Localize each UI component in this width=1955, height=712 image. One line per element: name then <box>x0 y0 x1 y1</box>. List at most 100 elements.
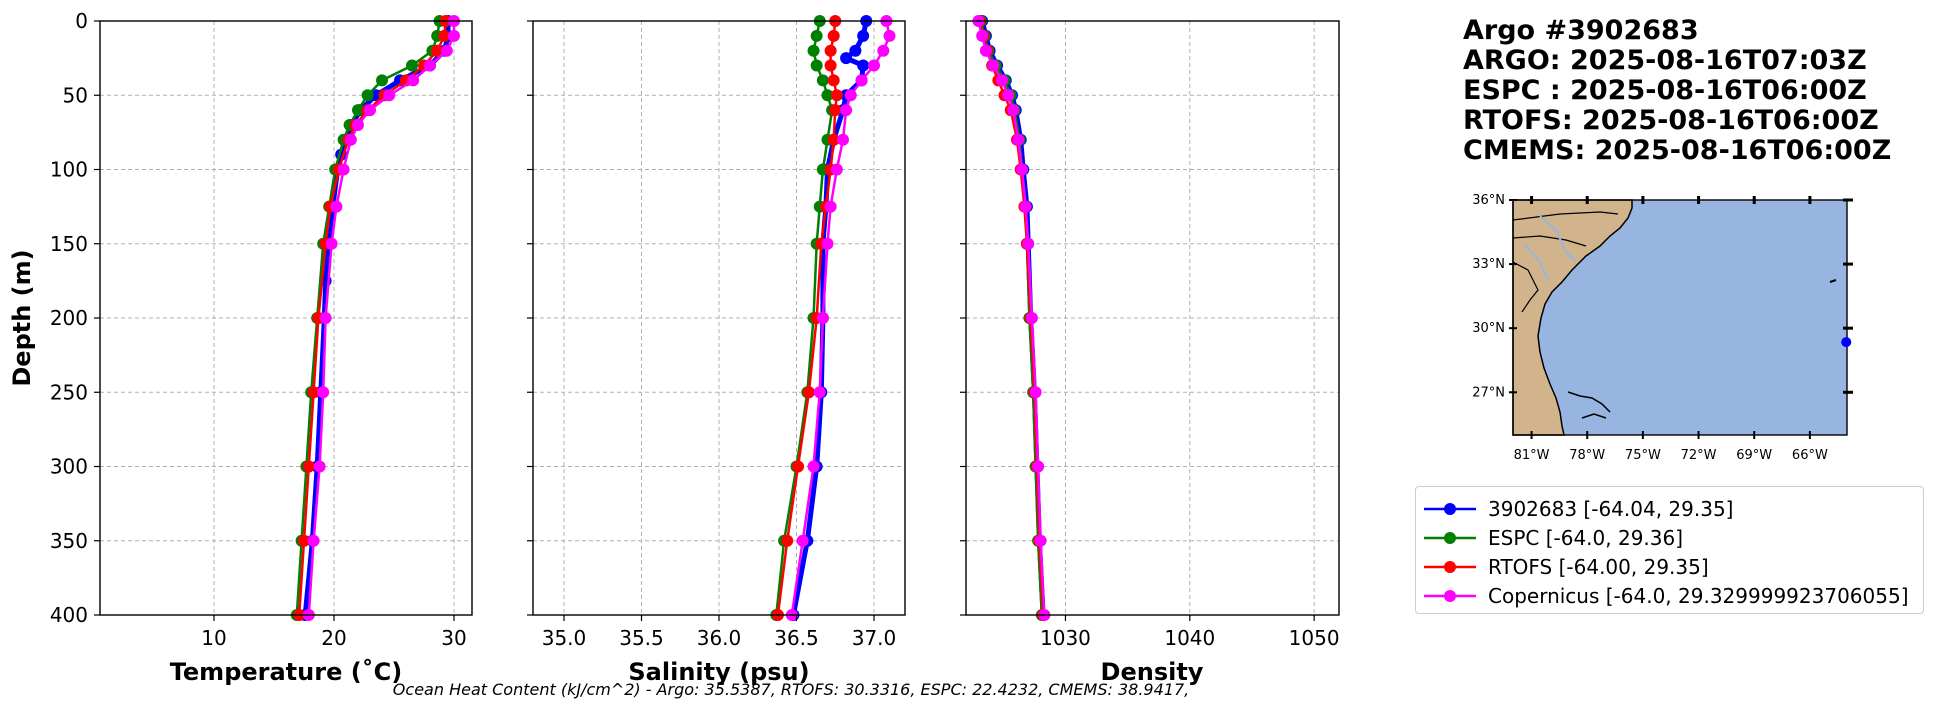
data-point-rtofs <box>298 534 310 547</box>
y-tick-label: 100 <box>50 158 88 182</box>
x-tick-label: 1040 <box>1164 626 1215 650</box>
map-lat-label: 33°N <box>1472 257 1505 272</box>
data-point-3902683 <box>370 89 382 102</box>
data-point-espc <box>821 89 834 102</box>
y-tick-label: 50 <box>63 83 88 107</box>
x-tick-label: 35.5 <box>619 626 664 650</box>
map-bermuda <box>1829 279 1837 283</box>
data-point-copernicus <box>364 104 376 117</box>
data-point-rtofs <box>830 89 843 102</box>
map-lon-label: 72°W <box>1681 448 1717 463</box>
legend-item-argo: 3902683 [-64.04, 29.35] <box>1422 495 1733 523</box>
legend-marker-icon <box>1424 532 1476 544</box>
argo-float-location-marker <box>1841 337 1852 348</box>
data-point-rtofs <box>307 386 320 399</box>
series-line-espc <box>775 20 834 616</box>
data-point-copernicus <box>424 59 436 72</box>
argo-time: ARGO: 2025-08-16T07:03Z <box>1463 45 1867 76</box>
map-state-border <box>1512 211 1619 221</box>
data-point-3902683 <box>849 44 862 57</box>
map-lat-label: 36°N <box>1472 193 1505 208</box>
data-point-rtofs <box>302 460 315 473</box>
data-point-copernicus <box>837 133 849 146</box>
data-point-rtofs <box>824 44 837 57</box>
temperature-xlabel: Temperature (˚C) <box>170 658 403 686</box>
data-point-copernicus <box>1015 163 1028 176</box>
legend: 3902683 [-64.04, 29.35] ESPC [-64.0, 29.… <box>1415 486 1924 614</box>
data-point-rtofs <box>431 44 444 57</box>
data-point-rtofs <box>827 74 840 87</box>
data-point-3902683 <box>840 52 853 65</box>
float-title: Argo #3902683 <box>1463 15 1699 46</box>
data-point-copernicus <box>330 200 343 213</box>
y-tick-label: 400 <box>50 603 88 627</box>
data-point-copernicus <box>987 59 1000 72</box>
map-lat-label: 27°N <box>1472 385 1505 400</box>
data-point-copernicus <box>816 312 829 324</box>
data-point-rtofs <box>824 59 837 72</box>
data-point-rtofs <box>792 460 805 473</box>
data-point-copernicus <box>840 104 853 117</box>
x-tick-label: 1030 <box>1040 626 1091 650</box>
data-point-copernicus <box>1025 312 1038 324</box>
density-panel: 1030 1040 1050 Density <box>960 15 1340 686</box>
data-point-copernicus <box>1007 104 1020 117</box>
data-point-copernicus <box>976 29 989 42</box>
data-point-rtofs <box>829 104 842 117</box>
data-point-copernicus <box>868 59 880 72</box>
legend-item-copernicus: Copernicus [-64.0, 29.329999923706055] <box>1422 582 1909 610</box>
x-tick-label: 36.0 <box>697 626 742 650</box>
salinity-panel: 35.0 35.5 36.0 36.5 37.0 Salinity (psu) <box>527 15 906 686</box>
map-state-border <box>1512 261 1539 313</box>
legend-item-espc: ESPC [-64.0, 29.36] <box>1422 524 1683 552</box>
data-point-espc <box>807 44 820 57</box>
map-lon-label: 75°W <box>1625 448 1661 463</box>
data-point-copernicus <box>813 386 826 399</box>
data-point-copernicus <box>383 89 396 102</box>
data-point-copernicus <box>317 386 330 399</box>
map-land <box>1512 199 1633 436</box>
data-point-copernicus <box>844 89 857 102</box>
data-point-rtofs <box>827 29 840 42</box>
data-point-copernicus <box>344 133 357 146</box>
y-tick-label: 200 <box>50 306 88 330</box>
x-tick-label: 36.5 <box>774 626 819 650</box>
map-lon-label: 66°W <box>1792 448 1828 463</box>
series-line-rtofs <box>776 20 839 616</box>
legend-label: ESPC [-64.0, 29.36] <box>1488 526 1684 550</box>
x-tick-label: 35.0 <box>542 626 587 650</box>
legend-marker-icon <box>1424 503 1476 515</box>
data-point-copernicus <box>996 74 1009 87</box>
x-tick-label: 1050 <box>1289 626 1340 650</box>
y-tick-label: 150 <box>50 232 88 256</box>
temperature-panel: 0 50 100 150 200 250 300 350 400 10 20 30 Temperatu… <box>8 9 473 686</box>
profile-info: Argo #3902683 ARGO: 2025-08-16T07:03Z ES… <box>1463 16 1891 166</box>
y-tick-label: 300 <box>50 455 88 479</box>
data-point-rtofs <box>802 386 815 399</box>
map-lon-label: 78°W <box>1569 448 1605 463</box>
legend-label: 3902683 [-64.04, 29.35] <box>1488 497 1734 521</box>
data-point-3902683 <box>857 29 870 42</box>
data-point-copernicus <box>830 163 843 176</box>
legend-marker-icon <box>1424 561 1476 573</box>
data-point-3902683 <box>857 59 870 72</box>
data-point-copernicus <box>307 534 320 547</box>
data-point-espc <box>361 89 374 102</box>
map-river <box>1523 243 1549 281</box>
cmems-time: CMEMS: 2025-08-16T06:00Z <box>1463 135 1892 166</box>
legend-marker-icon <box>1424 590 1476 602</box>
data-point-copernicus <box>1012 133 1025 146</box>
data-point-copernicus <box>821 237 834 250</box>
legend-label: RTOFS [-64.00, 29.35] <box>1488 555 1709 579</box>
espc-time: ESPC : 2025-08-16T06:00Z <box>1463 75 1867 106</box>
data-point-espc <box>406 59 418 72</box>
y-tick-label: 250 <box>50 380 88 404</box>
data-point-copernicus <box>407 74 420 87</box>
ocean-heat-content-caption: Ocean Heat Content (kJ/cm^2) - Argo: 35.… <box>392 680 1190 699</box>
map-lon-label: 81°W <box>1514 448 1550 463</box>
data-point-espc <box>810 29 823 42</box>
data-point-copernicus <box>352 118 364 131</box>
x-tick-label: 37.0 <box>852 626 897 650</box>
data-point-copernicus <box>337 163 350 176</box>
